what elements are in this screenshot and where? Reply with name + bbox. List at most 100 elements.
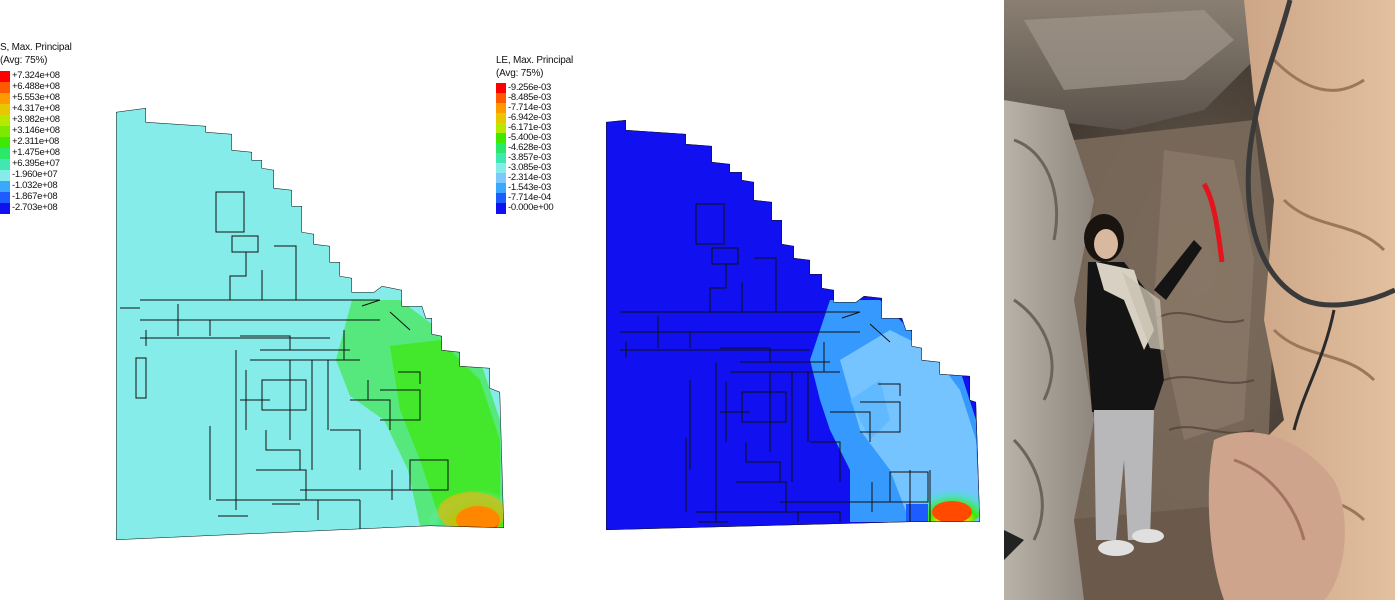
stress-legend-row: +3.982e+08 — [0, 114, 95, 126]
legend-swatch — [0, 203, 10, 214]
legend-swatch — [0, 137, 10, 148]
stress-contour-model — [116, 108, 504, 540]
cave-rock-face — [1154, 150, 1254, 440]
legend-label: -1.960e+07 — [12, 169, 58, 180]
strain-legend-row: -3.085e-03 — [496, 162, 591, 174]
strain-peak — [932, 501, 972, 523]
cable-branch — [1292, 309, 1336, 431]
legend-label: +6.488e+08 — [12, 81, 60, 92]
legend-label: +1.475e+08 — [12, 147, 60, 158]
strain-legend-title: LE, Max. Principal — [496, 55, 573, 66]
right-rock-texture — [1252, 58, 1386, 522]
legend-label: -2.703e+08 — [12, 202, 58, 213]
strain-legend-row: -7.714e-04 — [496, 192, 591, 204]
stress-legend-row: +4.317e+08 — [0, 103, 95, 115]
red-measurement-line — [1201, 182, 1225, 263]
strain-legend-row: -3.857e-03 — [496, 152, 591, 164]
person-face — [1094, 229, 1118, 259]
legend-label: +2.311e+08 — [12, 136, 60, 147]
strain-legend-row: -4.628e-03 — [496, 142, 591, 154]
person-trousers — [1094, 410, 1154, 540]
legend-swatch — [496, 183, 506, 194]
legend-label: -4.628e-03 — [508, 142, 551, 153]
stress-legend-row: -1.867e+08 — [0, 191, 95, 203]
legend-swatch — [496, 103, 506, 114]
person — [1084, 214, 1202, 556]
strain-legend-row: -5.400e-03 — [496, 132, 591, 144]
strain-mesh-lines — [606, 120, 980, 530]
legend-label: +6.395e+07 — [12, 158, 60, 169]
person-scarf-end — [1122, 272, 1164, 350]
legend-swatch — [496, 143, 506, 154]
stress-legend-row: +6.395e+07 — [0, 158, 95, 170]
stress-legend-row: +1.475e+08 — [0, 147, 95, 159]
strain-legend-row: -0.000e+00 — [496, 202, 591, 214]
legend-label: -5.400e-03 — [508, 132, 551, 143]
legend-label: -6.171e-03 — [508, 122, 551, 133]
legend-swatch — [496, 93, 506, 104]
legend-swatch — [496, 133, 506, 144]
strain-legend-row: -8.485e-03 — [496, 92, 591, 104]
legend-swatch — [0, 192, 10, 203]
legend-label: -7.714e-03 — [508, 102, 551, 113]
stress-legend-row: +2.311e+08 — [0, 136, 95, 148]
person-shoe-right — [1132, 529, 1164, 543]
legend-swatch — [0, 71, 10, 82]
person-shoe-left — [1098, 540, 1134, 556]
legend-swatch — [0, 93, 10, 104]
legend-swatch — [496, 163, 506, 174]
legend-label: -1.867e+08 — [12, 191, 58, 202]
legend-swatch — [496, 173, 506, 184]
legend-swatch — [0, 148, 10, 159]
legend-label: -3.085e-03 — [508, 162, 551, 173]
rock-overhang-highlight — [1024, 10, 1234, 90]
legend-swatch — [496, 113, 506, 124]
strain-cold-block — [906, 504, 928, 522]
legend-label: -2.314e-03 — [508, 172, 551, 183]
person-scarf — [1096, 262, 1154, 350]
strain-legend-row: -1.543e-03 — [496, 182, 591, 194]
strain-legend-subtitle: (Avg: 75%) — [496, 68, 544, 79]
legend-label: -3.857e-03 — [508, 152, 551, 163]
strain-legend-row: -7.714e-03 — [496, 102, 591, 114]
stress-legend-row: +3.146e+08 — [0, 125, 95, 137]
legend-swatch — [0, 181, 10, 192]
cave-photo — [1004, 0, 1395, 600]
legend-swatch — [496, 123, 506, 134]
legend-swatch — [496, 193, 506, 204]
legend-swatch — [0, 126, 10, 137]
strain-legend-row: -6.171e-03 — [496, 122, 591, 134]
left-edge-object — [1004, 530, 1024, 560]
stress-legend-row: -2.703e+08 — [0, 202, 95, 214]
stress-legend-row: +7.324e+08 — [0, 70, 95, 82]
stress-legend-title: S, Max. Principal — [0, 42, 72, 53]
legend-label: -1.543e-03 — [508, 182, 551, 193]
cable — [1245, 0, 1395, 308]
legend-swatch — [496, 83, 506, 94]
strain-legend-row: -6.942e-03 — [496, 112, 591, 124]
legend-label: +7.324e+08 — [12, 70, 60, 81]
legend-label: -6.942e-03 — [508, 112, 551, 123]
legend-swatch — [496, 153, 506, 164]
person-raised-arm — [1154, 240, 1202, 300]
stress-legend-row: +5.553e+08 — [0, 92, 95, 104]
legend-swatch — [0, 115, 10, 126]
cave-rock-cracks — [1153, 311, 1255, 434]
legend-swatch — [0, 170, 10, 181]
strain-contour-panel: LE, Max. Principal (Avg: 75%) -9.256e-03… — [490, 0, 990, 600]
foreground-rock — [1208, 432, 1345, 600]
left-rock-texture — [1012, 138, 1059, 541]
foreground-rock-texture — [1233, 458, 1306, 541]
legend-label: +3.146e+08 — [12, 125, 60, 136]
legend-label: -9.256e-03 — [508, 82, 551, 93]
stress-peak-halo — [438, 492, 504, 532]
cave-photo-illustration — [1004, 0, 1395, 600]
stress-legend-row: -1.032e+08 — [0, 180, 95, 192]
strain-contour-model — [606, 120, 980, 530]
legend-label: -0.000e+00 — [508, 202, 554, 213]
legend-swatch — [0, 82, 10, 93]
legend-label: -1.032e+08 — [12, 180, 58, 191]
stress-legend-row: -1.960e+07 — [0, 169, 95, 181]
stress-legend-row: +6.488e+08 — [0, 81, 95, 93]
legend-swatch — [0, 104, 10, 115]
